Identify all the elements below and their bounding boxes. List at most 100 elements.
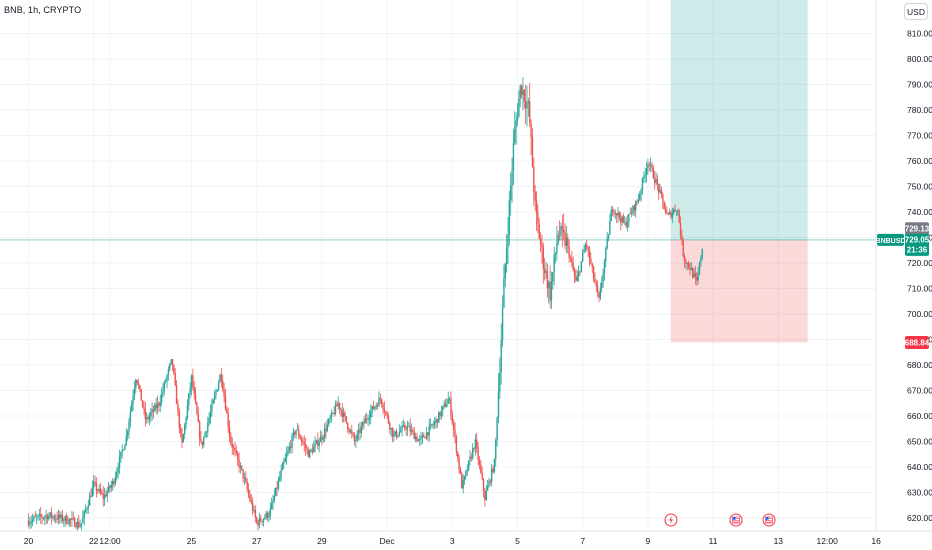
candle-down xyxy=(333,412,335,415)
candle-up xyxy=(310,449,312,451)
candle-down xyxy=(615,213,618,216)
candle-down xyxy=(588,249,591,259)
candle-down xyxy=(294,432,296,435)
candle-up xyxy=(280,470,282,478)
symbol-tag-bg xyxy=(877,233,904,246)
candle-down xyxy=(227,413,229,428)
candle-up xyxy=(493,459,496,472)
candle-down xyxy=(177,404,179,411)
time-axis[interactable]: 20 22 12:00 25 27 29 Dec 3 5 7 9 11 13 12:00 16 xyxy=(0,530,932,550)
candle-up xyxy=(272,500,274,504)
candle-down xyxy=(596,285,599,293)
candle-up xyxy=(429,424,432,426)
candle-up xyxy=(435,419,437,423)
us-economic-event-icon[interactable] xyxy=(729,513,743,527)
candle-up xyxy=(285,454,288,459)
y-tick-label: 800.00 xyxy=(907,54,932,64)
candle-up xyxy=(556,243,558,253)
candle-down xyxy=(416,436,418,442)
candle-up xyxy=(116,472,118,478)
candle-down xyxy=(653,178,656,183)
symbol-label[interactable]: BNB, 1h, CRYPTO xyxy=(4,5,82,15)
x-tick-label: 22 xyxy=(89,536,99,546)
candle-down xyxy=(431,424,433,426)
long-position-zones[interactable] xyxy=(670,0,808,343)
candle-down xyxy=(594,277,596,283)
candle-down xyxy=(254,509,257,518)
candle-down xyxy=(613,211,615,214)
candle-down xyxy=(664,209,667,213)
candle-down xyxy=(666,212,668,214)
candle-up xyxy=(640,190,642,195)
candle-up xyxy=(374,406,376,409)
candle-down xyxy=(489,480,492,482)
candle-up xyxy=(35,516,38,518)
candle-up xyxy=(68,519,70,524)
candle-down xyxy=(457,452,459,458)
candle-up xyxy=(88,495,91,506)
x-tick-label: 27 xyxy=(252,536,262,546)
candle-up xyxy=(399,430,402,432)
candle-down xyxy=(404,425,406,429)
candle-up xyxy=(548,282,550,289)
candle-up xyxy=(360,426,362,434)
candle-down xyxy=(535,200,538,213)
candle-down xyxy=(383,409,386,412)
event-icons[interactable] xyxy=(664,513,776,527)
candle-up xyxy=(326,424,329,432)
candle-down xyxy=(620,217,622,223)
candle-down xyxy=(241,465,243,470)
candle-down xyxy=(633,205,636,211)
candle-up xyxy=(448,398,451,400)
candle-up xyxy=(219,374,221,383)
candle-up xyxy=(554,252,557,255)
candle-down xyxy=(147,417,149,420)
candle-down xyxy=(678,210,680,223)
candle-down xyxy=(687,262,690,268)
us-economic-event-icon-2[interactable] xyxy=(762,513,776,527)
candle-up xyxy=(327,419,330,425)
candle-up xyxy=(270,503,273,509)
price-axis-bg xyxy=(876,0,932,550)
candle-up xyxy=(675,210,678,212)
candle-down xyxy=(140,388,142,401)
candle-down xyxy=(648,164,650,166)
candle-down xyxy=(232,448,235,449)
candle-up xyxy=(505,247,508,264)
candle-up xyxy=(527,101,530,104)
y-tick-label: 760.00 xyxy=(907,156,932,166)
candle-up xyxy=(76,521,79,528)
candle-up xyxy=(503,278,505,308)
currency-button[interactable]: USD xyxy=(904,3,928,20)
candle-up xyxy=(671,212,674,218)
candle-up xyxy=(488,480,490,487)
y-tick-label: 700.00 xyxy=(907,309,932,319)
candle-down xyxy=(353,435,356,442)
candle-up xyxy=(107,485,110,492)
news-event-icon[interactable] xyxy=(664,513,678,527)
candle-down xyxy=(451,415,453,423)
candle-up xyxy=(52,516,54,518)
candle-up xyxy=(125,435,127,445)
candle-up xyxy=(209,411,212,418)
candle-down xyxy=(481,472,483,479)
candle-up xyxy=(634,201,637,211)
candle-up xyxy=(164,381,167,383)
candle-up xyxy=(273,495,276,501)
candle-down xyxy=(571,258,573,263)
candle-up xyxy=(371,406,373,412)
candle-up xyxy=(154,404,156,412)
candle-down xyxy=(306,448,308,450)
candle-down xyxy=(56,518,58,520)
candle-down xyxy=(376,405,379,407)
candle-down xyxy=(444,403,447,407)
candle-up xyxy=(268,516,270,518)
candle-down xyxy=(387,415,390,423)
price-axis[interactable]: 810.00 800.00 790.00 780.00 770.00 760.00 750.… xyxy=(875,0,932,550)
candle-down xyxy=(67,523,69,524)
candle-up xyxy=(313,446,315,453)
candle-up xyxy=(440,410,443,417)
candle-down xyxy=(317,440,319,446)
